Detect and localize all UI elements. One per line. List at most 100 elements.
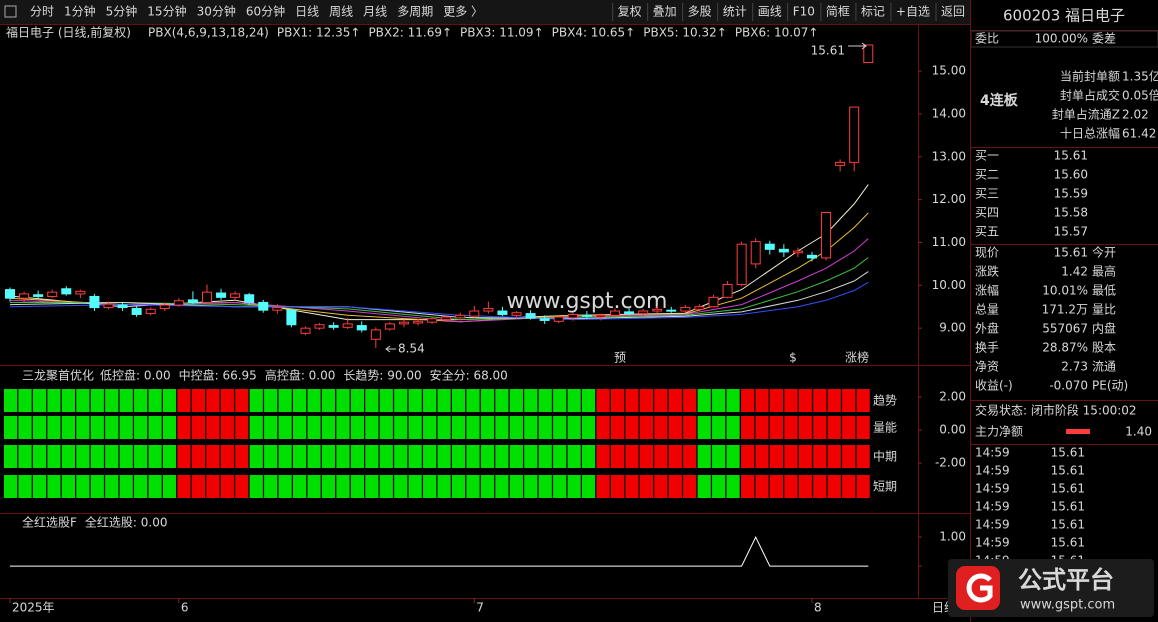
signal-cell	[610, 389, 625, 412]
candle-body	[103, 303, 114, 309]
candle-body	[835, 161, 846, 166]
signal-cell	[856, 416, 870, 439]
signal-cell	[683, 389, 697, 412]
signal-cell	[856, 389, 870, 412]
signal-cell	[726, 475, 740, 498]
period-tab[interactable]: 15分钟	[147, 4, 186, 19]
signal-cell	[423, 389, 437, 412]
quote-text: 100.00%	[1035, 32, 1088, 46]
signal-cell	[495, 445, 509, 468]
signal-cell	[524, 445, 538, 468]
candle-body	[821, 211, 832, 259]
period-tab[interactable]: 1分钟	[64, 4, 96, 19]
signal-cell	[769, 445, 784, 468]
signal-cell	[134, 389, 148, 412]
tool-button[interactable]: 统计	[723, 5, 747, 19]
signal-cell	[365, 416, 379, 439]
logo-name: 公式平台	[1018, 566, 1114, 594]
signal-cell	[827, 416, 841, 439]
signal-cell	[105, 445, 119, 468]
signal-cell	[625, 416, 639, 439]
y-tick-label: -2.00	[935, 456, 966, 470]
signal-cell	[423, 475, 437, 498]
signal-cell	[134, 416, 148, 439]
tool-button[interactable]: 多股	[688, 5, 712, 19]
panel-stat: 低控盘: 0.00	[100, 368, 171, 383]
signal-cell	[639, 389, 653, 412]
signal-cell	[466, 416, 480, 439]
signal-cell	[47, 445, 61, 468]
signal-cell	[842, 416, 856, 439]
signal-cell	[148, 445, 162, 468]
signal-cell	[162, 416, 177, 439]
quote-text: 净资	[975, 360, 999, 374]
signal-cell	[842, 475, 856, 498]
signal-cell	[4, 475, 18, 498]
quote-text: 内盘	[1092, 321, 1116, 336]
signal-cell	[350, 389, 364, 412]
candle-body	[666, 309, 677, 312]
candle-body	[778, 248, 789, 253]
quote-text: 现价	[975, 246, 999, 260]
candle-body	[89, 295, 100, 309]
signal-cell	[394, 475, 408, 498]
tool-button[interactable]: 复权	[618, 5, 642, 19]
tool-button[interactable]: 叠加	[653, 5, 677, 19]
candle-body	[595, 314, 606, 318]
signal-cell	[394, 389, 408, 412]
signal-cell	[654, 416, 668, 439]
x-tick-label: 8	[814, 601, 822, 615]
signal-cell	[509, 416, 523, 439]
signal-cell	[466, 475, 480, 498]
signal-cell	[712, 475, 726, 498]
signal-cell	[220, 445, 234, 468]
candle-body	[708, 296, 719, 308]
candle-body	[244, 294, 255, 303]
signal-cell	[177, 475, 191, 498]
period-tab[interactable]: 月线	[363, 5, 387, 19]
menu-icon[interactable]	[4, 5, 17, 18]
trade-time: 14:59	[975, 464, 1010, 478]
tool-button[interactable]: 返回	[941, 5, 965, 19]
period-tab[interactable]: 多周期	[397, 5, 433, 19]
quote-text: 涨跌	[975, 264, 999, 279]
watermark: www.gspt.com	[507, 289, 668, 314]
tool-button[interactable]: 画线	[758, 5, 782, 19]
period-tab[interactable]: 60分钟	[246, 4, 285, 19]
candle-body	[581, 314, 592, 317]
quote-text: 2.73	[1061, 360, 1088, 374]
panel-title: 全红选股F	[22, 515, 77, 530]
candle-body	[272, 307, 283, 311]
signal-cell	[798, 389, 812, 412]
signal-cell	[365, 475, 379, 498]
signal-cell	[206, 389, 220, 412]
signal-cell	[668, 389, 682, 412]
candle-body	[736, 243, 747, 285]
tool-button[interactable]: +自选	[896, 5, 930, 19]
tool-button[interactable]: F10	[793, 5, 815, 19]
tool-button[interactable]: 简框	[826, 5, 850, 19]
row-label: 短期	[873, 480, 897, 494]
stock-title: 600203 福日电子	[1003, 7, 1125, 25]
annotation: $	[789, 351, 797, 365]
signal-cell	[90, 445, 104, 468]
tool-button[interactable]: 标记	[861, 5, 885, 19]
period-tab[interactable]: 5分钟	[106, 4, 138, 19]
row-label: 趋势	[873, 394, 897, 408]
period-tab[interactable]: 分时	[30, 5, 54, 19]
period-tab[interactable]: 30分钟	[197, 4, 236, 19]
y-tick-label: 2.00	[939, 390, 966, 404]
streak-label: 4连板	[980, 92, 1019, 109]
signal-cell	[365, 389, 379, 412]
signal-cell	[423, 445, 437, 468]
quote-text: -0.070	[1049, 379, 1088, 393]
period-tab[interactable]: 日线	[295, 5, 319, 19]
bid-label: 买三	[975, 187, 999, 201]
signal-cell	[509, 475, 523, 498]
signal-cell	[798, 416, 812, 439]
signal-cell	[553, 475, 567, 498]
period-tab[interactable]: 周线	[329, 5, 353, 19]
period-tab[interactable]: 更多 〉	[443, 5, 483, 19]
signal-cell	[32, 389, 47, 412]
signal-cell	[538, 389, 552, 412]
